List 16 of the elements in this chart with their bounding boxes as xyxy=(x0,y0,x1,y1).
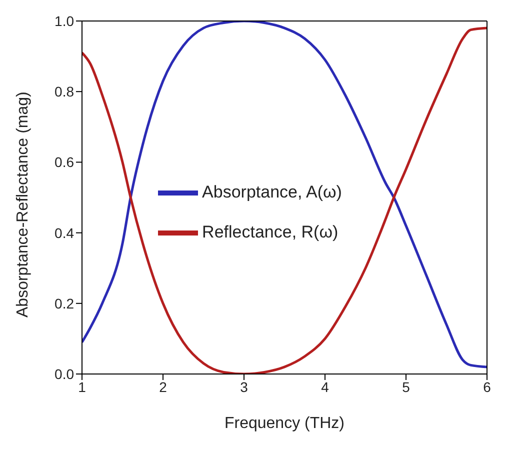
legend-label: Absorptance, A(ω) xyxy=(202,182,342,202)
y-tick-label: 0.8 xyxy=(54,84,74,100)
y-tick-label: 0.0 xyxy=(54,366,74,382)
x-tick-label: 4 xyxy=(321,378,330,395)
y-axis-title: Absorptance-Reflectance (mag) xyxy=(14,92,32,318)
x-tick-label: 2 xyxy=(159,378,168,395)
x-tick-label: 5 xyxy=(402,378,410,395)
y-tick-label: 1.0 xyxy=(54,12,74,29)
y-tick-label: 0.2 xyxy=(54,295,74,312)
x-tick-label: 3 xyxy=(240,378,248,395)
y-tick-label: 0.4 xyxy=(54,224,74,241)
y-tick-label: 0.6 xyxy=(54,154,74,170)
legend-label: Reflectance, R(ω) xyxy=(202,222,338,242)
x-axis-title: Frequency (THz) xyxy=(224,415,345,432)
x-tick-label: 6 xyxy=(483,378,492,395)
x-tick-label: 1 xyxy=(78,378,86,395)
